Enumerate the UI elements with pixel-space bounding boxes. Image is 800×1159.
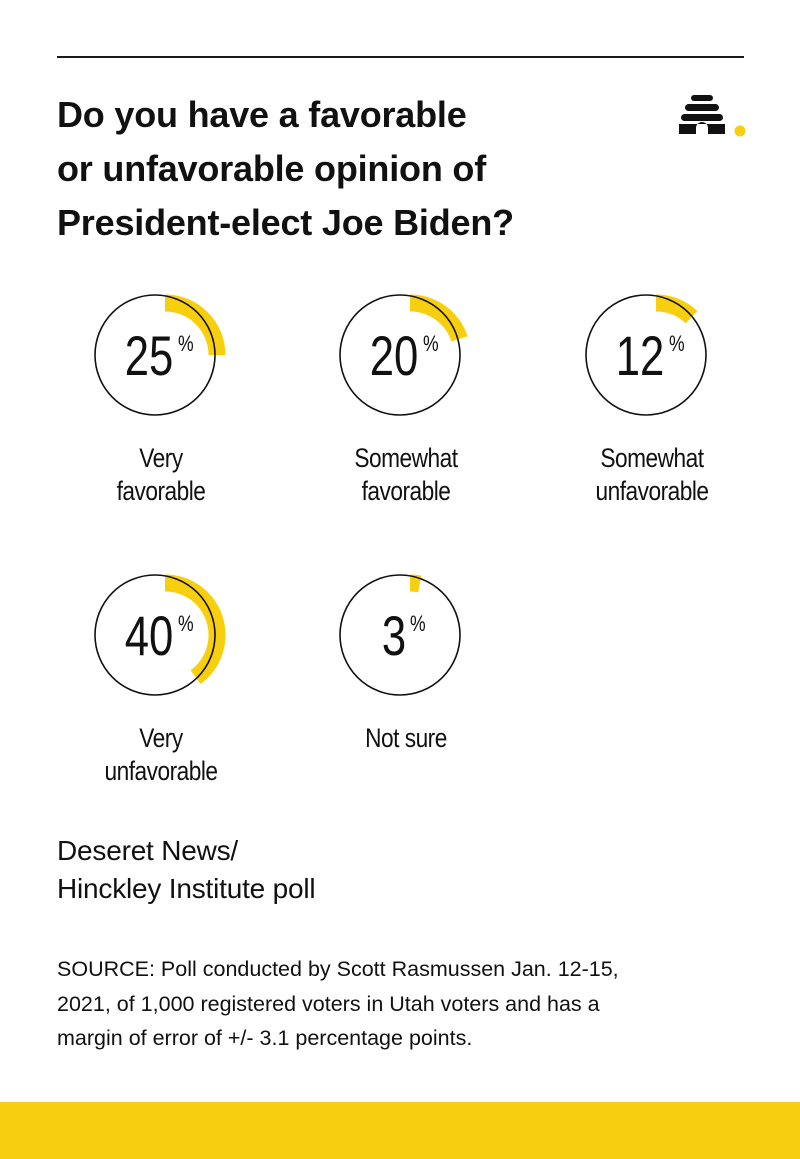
value-label: 3 [382, 605, 406, 667]
category-label-line: Very [139, 443, 183, 473]
beehive-icon [679, 95, 746, 137]
donut-arc [655, 294, 698, 324]
category-label: Very favorable [77, 442, 245, 508]
category-label-line: Somewhat [600, 443, 704, 473]
title-line: President-elect Joe Biden? [57, 202, 514, 243]
donut-ring [94, 294, 216, 416]
beehive-dot [734, 125, 746, 137]
beehive-tier [681, 114, 723, 121]
poll-credit: Deseret News/ Hinckley Institute poll [57, 832, 557, 908]
donut-item: 25% [94, 294, 226, 416]
donut-item: 20% [339, 294, 468, 416]
source-note: SOURCE: Poll conducted by Scott Rasmusse… [57, 952, 747, 1056]
category-label-line: favorable [116, 476, 206, 506]
value-label: 25 [125, 325, 174, 387]
donut-ring [339, 574, 461, 696]
beehive-tier [691, 95, 713, 101]
beehive-base [679, 122, 725, 134]
category-label: Very unfavorable [77, 722, 245, 788]
category-label: Somewhat favorable [322, 442, 490, 508]
percent-sign: % [669, 332, 685, 356]
top-rule [57, 56, 744, 58]
poll-credit-line: Hinckley Institute poll [57, 873, 316, 904]
donut-item: 40% [94, 574, 226, 696]
donut-item: 3% [339, 574, 461, 696]
donut-ring [585, 294, 707, 416]
category-label-line: favorable [361, 476, 451, 506]
donut-item: 12% [585, 294, 707, 416]
donut-chart: 25% 20% 12 %40% 3% [94, 294, 707, 696]
percent-sign: % [410, 612, 426, 636]
source-line: SOURCE: Poll conducted by Scott Rasmusse… [57, 957, 619, 981]
title-line: or unfavorable opinion of [57, 148, 486, 189]
category-label: Somewhat unfavorable [568, 442, 736, 508]
source-line: 2021, of 1,000 registered voters in Utah… [57, 991, 600, 1016]
footer-color-bar [0, 1102, 800, 1159]
source-line: margin of error of +/- 3.1 percentage po… [57, 1026, 473, 1050]
percent-sign: % [423, 332, 439, 356]
chart-title: Do you have a favorable or unfavorable o… [57, 88, 617, 250]
beehive-tier [685, 104, 719, 111]
category-label-line: unfavorable [104, 756, 218, 786]
donut-chart-area: 25% 20% 12% 40% 3% Very favorable Somewhat favo… [0, 270, 800, 810]
donut-ring [339, 294, 461, 416]
percent-sign: % [178, 612, 194, 636]
category-label-line: Not sure [365, 723, 447, 753]
donut-arc [409, 574, 422, 593]
title-line: Do you have a favorable [57, 94, 467, 135]
poll-credit-line: Deseret News/ [57, 835, 239, 866]
donut-arc [409, 294, 468, 342]
category-label-line: Very [139, 723, 183, 753]
donut-ring [94, 574, 216, 696]
value-label: 20 [370, 325, 419, 387]
value-label: 12 [616, 325, 665, 387]
category-label-line: Somewhat [354, 443, 458, 473]
value-label: 40 [125, 605, 174, 667]
category-label: Not sure [322, 722, 490, 755]
percent-sign: % [178, 332, 194, 356]
category-label-line: unfavorable [595, 476, 709, 506]
